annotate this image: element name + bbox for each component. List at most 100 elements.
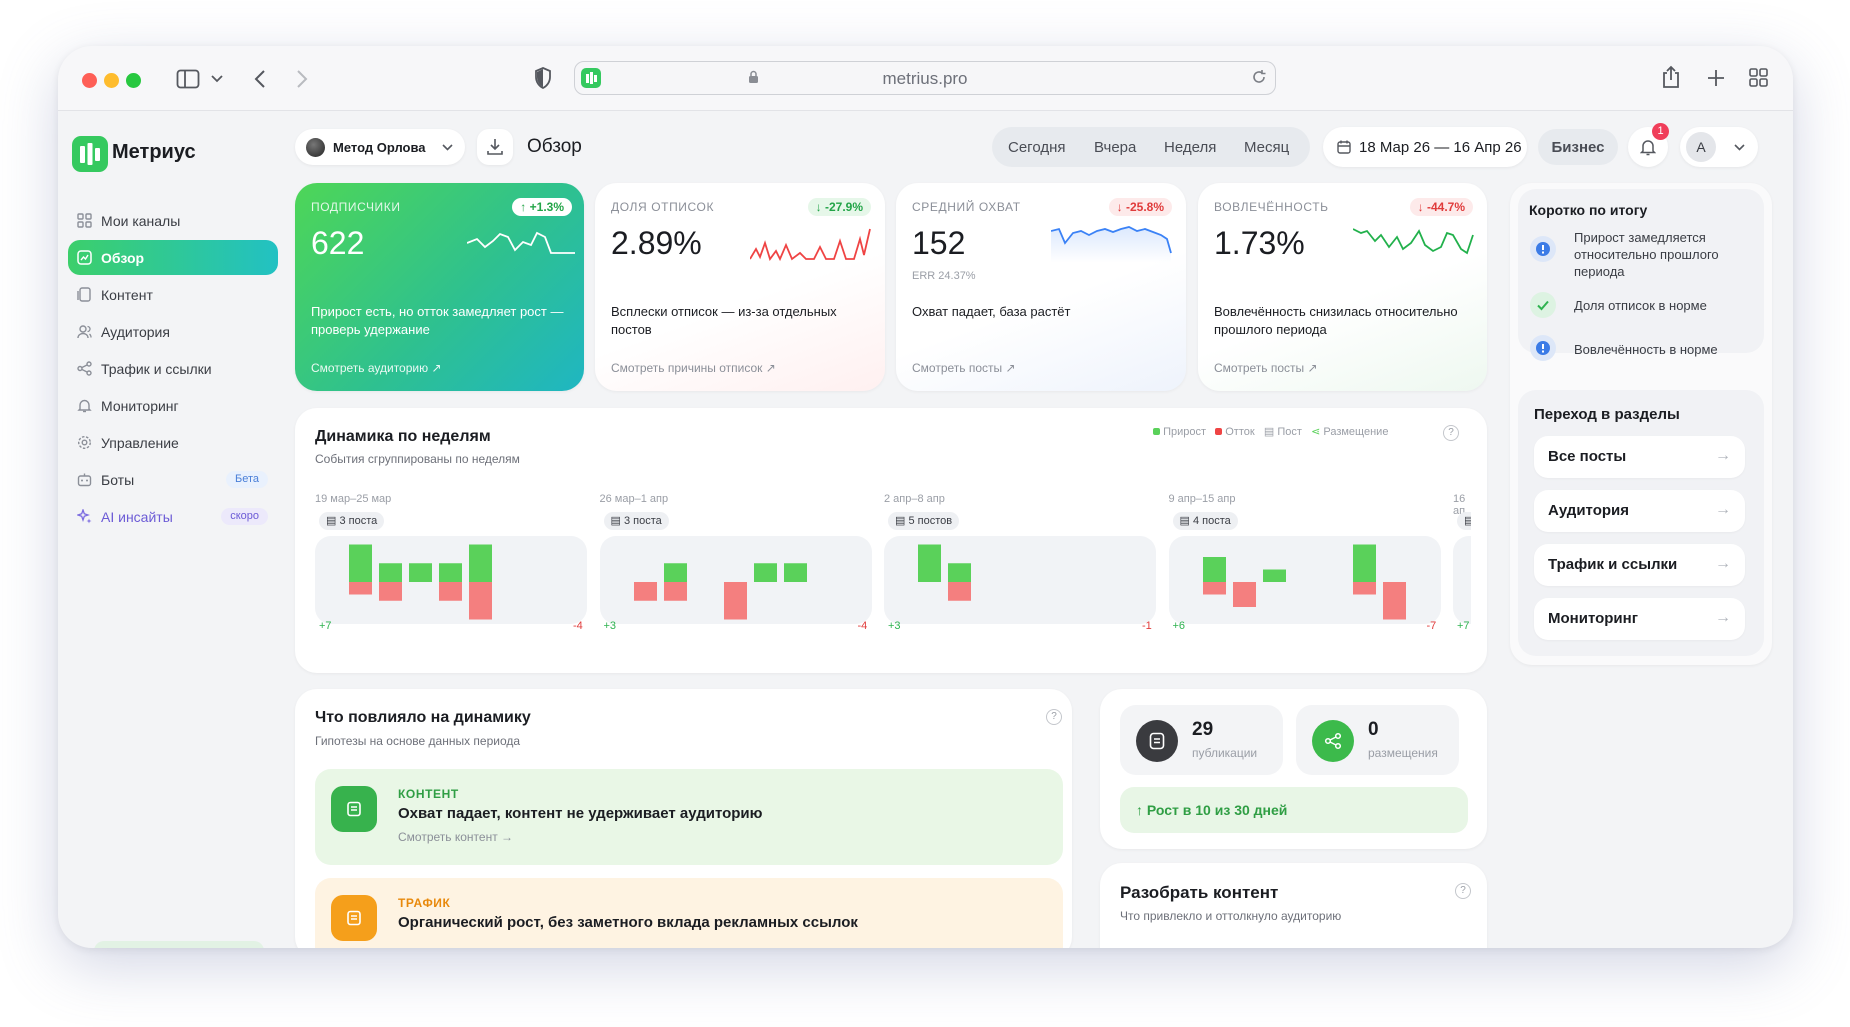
week-churn-total: -4 bbox=[857, 620, 868, 632]
sidebar-item-management[interactable]: Управление bbox=[68, 425, 278, 460]
growth-bar bbox=[783, 563, 807, 582]
kpi-sparkline bbox=[467, 231, 575, 254]
kpi-card-subscribers[interactable]: ПОДПИСЧИКИ 622 ↑ +1.3% Прирост есть, но … bbox=[295, 183, 584, 391]
growth-days-banner: ↑ Рост в 10 из 30 дней bbox=[1120, 787, 1468, 833]
kpi-description: Охват падает, база растёт bbox=[912, 304, 1071, 319]
check-icon bbox=[1530, 292, 1556, 318]
growth-bar bbox=[349, 544, 372, 582]
churn-legend-swatch bbox=[1215, 428, 1223, 435]
reload-icon[interactable] bbox=[1251, 69, 1267, 85]
zoom-window-button[interactable] bbox=[126, 73, 141, 88]
kpi-link[interactable]: Смотреть посты ↗ bbox=[1214, 361, 1318, 375]
sidebar-item-audience[interactable]: Аудитория bbox=[68, 314, 278, 349]
week-growth-total: +3 bbox=[888, 620, 901, 632]
lock-icon bbox=[749, 70, 758, 83]
week-posts-count[interactable]: ▤ 3 поста bbox=[319, 512, 385, 530]
growth-bar bbox=[379, 563, 402, 582]
sidebar-item-ai-insights[interactable]: AI инсайты скоро bbox=[68, 499, 278, 534]
forward-icon[interactable] bbox=[296, 69, 308, 89]
factor-item-content[interactable]: КОНТЕНТ Охват падает, контент не удержив… bbox=[315, 769, 1063, 865]
legend-label: Пост bbox=[1277, 426, 1302, 438]
kpi-card-unsubscribe-rate[interactable]: ДОЛЯ ОТПИСОК 2.89% ↓ -27.9% Всплески отп… bbox=[595, 183, 885, 391]
share-page-icon[interactable] bbox=[1661, 65, 1681, 89]
week-bar-chart[interactable] bbox=[1168, 536, 1441, 624]
sidebar-toggle-icon[interactable] bbox=[176, 69, 200, 89]
kpi-label: СРЕДНИЙ ОХВАТ bbox=[912, 200, 1021, 214]
factor-link[interactable]: Смотреть контент → bbox=[398, 830, 514, 844]
period-week[interactable]: Неделя bbox=[1164, 139, 1217, 156]
kpi-link[interactable]: Смотреть посты ↗ bbox=[912, 361, 1016, 375]
week-bar-chart[interactable] bbox=[884, 536, 1156, 624]
period-today[interactable]: Сегодня bbox=[1008, 139, 1066, 156]
channel-avatar bbox=[306, 138, 325, 157]
sidebar-item-traffic[interactable]: Трафик и ссылки bbox=[68, 351, 278, 386]
sidebar-item-overview[interactable]: Обзор bbox=[68, 240, 278, 275]
tabs-overview-icon[interactable] bbox=[1749, 68, 1768, 87]
chevron-down-icon bbox=[442, 144, 453, 151]
placements-count: 0 bbox=[1368, 719, 1379, 740]
help-icon[interactable]: ? bbox=[1046, 709, 1062, 725]
sidebar-item-monitoring[interactable]: Мониторинг bbox=[68, 388, 278, 423]
kpi-sparkline bbox=[1051, 226, 1172, 263]
publications-stats-card: 29 публикации 0 размещения ↑ Рост в 10 и… bbox=[1100, 689, 1487, 849]
kpi-card-engagement[interactable]: ВОВЛЕЧЁННОСТЬ 1.73% ↓ -44.7% Вовлечённос… bbox=[1198, 183, 1487, 391]
growth-days-text: ↑ Рост в 10 из 30 дней bbox=[1136, 802, 1288, 818]
kpi-label: ДОЛЯ ОТПИСОК bbox=[611, 200, 715, 214]
section-link-traffic[interactable]: Трафик и ссылки → bbox=[1534, 544, 1745, 586]
channel-selector[interactable]: Метод Орлова bbox=[295, 129, 465, 165]
section-link-audience[interactable]: Аудитория → bbox=[1534, 490, 1745, 532]
kpi-link[interactable]: Смотреть причины отписок ↗ bbox=[611, 361, 776, 375]
content-icon bbox=[331, 786, 377, 832]
kpi-description: Вовлечённость снизилась относительно про… bbox=[1214, 304, 1458, 337]
section-subtitle: Что привлекло и оттолкнуло аудиторию bbox=[1120, 909, 1342, 923]
address-bar[interactable]: metrius.pro bbox=[574, 61, 1276, 95]
kpi-card-average-reach[interactable]: СРЕДНИЙ ОХВАТ 152 ↓ -25.8% ERR 24.37% Ох… bbox=[896, 183, 1186, 391]
arrow-up-icon: ↑ bbox=[520, 200, 530, 214]
kpi-delta-badge: ↑ +1.3% bbox=[512, 198, 572, 216]
growth-bar bbox=[469, 544, 492, 582]
content-icon bbox=[77, 287, 91, 302]
week-growth-total: +3 bbox=[603, 620, 617, 632]
help-icon[interactable]: ? bbox=[1443, 425, 1459, 441]
period-month[interactable]: Месяц bbox=[1244, 139, 1290, 156]
factor-item-traffic[interactable]: ТРАФИК Органический рост, без заметного … bbox=[315, 878, 1063, 948]
week-bar-chart[interactable] bbox=[1453, 536, 1471, 624]
sidebar-item-content[interactable]: Контент bbox=[68, 277, 278, 312]
period-yesterday[interactable]: Вчера bbox=[1094, 139, 1137, 156]
analyze-content-card[interactable]: Разобрать контент Что привлекло и оттолк… bbox=[1100, 863, 1487, 948]
week-posts-count[interactable]: ▤ 4 поста bbox=[1172, 512, 1238, 530]
week-churn-total: -4 bbox=[573, 620, 583, 632]
sidebar-item-bots[interactable]: Боты Бета bbox=[68, 462, 278, 497]
sidebar-item-channels[interactable]: Мои каналы bbox=[68, 203, 278, 238]
section-subtitle: События сгруппированы по неделям bbox=[315, 452, 520, 466]
kpi-link[interactable]: Смотреть аудиторию ↗ bbox=[311, 361, 442, 375]
close-window-button[interactable] bbox=[82, 73, 97, 88]
sidebar-item-label: Управление bbox=[101, 435, 179, 451]
browser-toolbar: metrius.pro bbox=[58, 46, 1793, 111]
churn-bar bbox=[1352, 582, 1376, 595]
section-link-posts[interactable]: Все посты → bbox=[1534, 436, 1745, 478]
account-menu[interactable]: А bbox=[1680, 127, 1758, 167]
bell-icon bbox=[1640, 140, 1656, 156]
date-range-picker[interactable]: 18 Мар 26 — 16 Апр 26 bbox=[1323, 127, 1527, 167]
factor-tag: КОНТЕНТ bbox=[398, 787, 459, 801]
new-tab-icon[interactable] bbox=[1707, 69, 1725, 87]
week-posts-count[interactable]: ▤ bbox=[1457, 512, 1471, 530]
week-bar-chart[interactable] bbox=[315, 536, 587, 624]
week-posts-count[interactable]: ▤ 3 поста bbox=[603, 512, 669, 530]
minimize-window-button[interactable] bbox=[104, 73, 119, 88]
week-bars bbox=[918, 544, 971, 601]
section-link-monitoring[interactable]: Мониторинг → bbox=[1534, 598, 1745, 640]
beta-badge: Бета bbox=[225, 471, 268, 488]
week-range-label: 9 апр–15 апр bbox=[1168, 493, 1236, 505]
week-bar-chart[interactable] bbox=[599, 536, 872, 624]
week-posts-count[interactable]: ▤ 5 постов bbox=[888, 512, 960, 530]
back-icon[interactable] bbox=[254, 69, 266, 89]
plan-badge[interactable]: Бизнес bbox=[1538, 129, 1618, 165]
shield-icon[interactable] bbox=[534, 67, 552, 89]
chevron-down-icon[interactable] bbox=[211, 75, 223, 83]
export-button[interactable] bbox=[477, 129, 513, 165]
summary-item: Доля отписок в норме bbox=[1574, 298, 1707, 313]
notifications-button[interactable]: 1 bbox=[1628, 123, 1669, 167]
help-icon[interactable]: ? bbox=[1455, 883, 1471, 899]
